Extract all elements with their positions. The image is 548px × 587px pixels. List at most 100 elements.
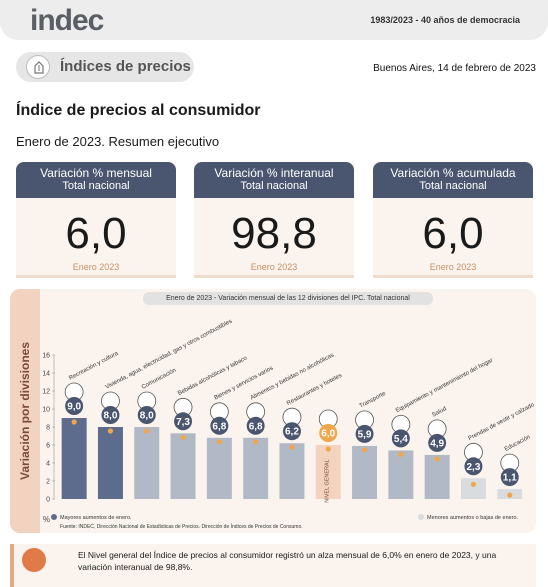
card-period: Enero 2023 [429, 262, 477, 272]
bar-marker [71, 419, 77, 425]
value-label-badge [428, 433, 447, 452]
value-label-badge [319, 424, 338, 442]
value-label-badge [391, 429, 410, 448]
category-label: Comunicación [141, 368, 177, 391]
card-period: Enero 2023 [72, 262, 120, 272]
card-title: Variación % interanual [214, 166, 334, 180]
category-label: Vivienda, agua, electricidad, gas y otro… [105, 319, 234, 391]
value-label: 2,3 [466, 462, 480, 473]
general-level-label: NIVEL GENERAL [324, 459, 330, 503]
category-label: Recreación y cultura [68, 350, 120, 381]
value-label-badge [464, 457, 483, 476]
card-value: 6,0 [65, 209, 127, 258]
value-label: 8,0 [140, 411, 154, 422]
value-label: 1,1 [503, 473, 517, 484]
y-tick-label: 16 [42, 353, 50, 360]
category-label: Bebidas alcohólicas y tabaco [177, 355, 249, 397]
value-label-badge [246, 416, 265, 435]
card-accumulated-variation: Variación % acumulada Total nacional 6,0… [373, 162, 533, 278]
bar [315, 445, 341, 499]
legend-label-low: Menores aumentos o bajas de enero. [427, 515, 519, 521]
bar-marker [216, 439, 222, 445]
y-tick-label: 14 [42, 371, 50, 378]
value-label-badge [210, 416, 229, 435]
card-scope: Total nacional [240, 180, 308, 192]
bar-marker [398, 451, 404, 457]
bar [352, 445, 378, 499]
card-footer [194, 275, 354, 278]
card-scope: Total nacional [62, 180, 130, 192]
value-label: 6,2 [285, 427, 299, 438]
legend-label-high: Mayores aumentos de enero. [60, 515, 132, 521]
bar [424, 454, 450, 499]
section-title: Índices de precios [60, 58, 191, 75]
bar-marker [507, 492, 513, 498]
y-tick-label: 12 [42, 389, 50, 396]
price-index-icon [26, 55, 50, 79]
card-footer [16, 275, 176, 278]
chart-panel: Variación por divisiones Enero de 2023 -… [10, 289, 536, 533]
card-title: Variación % mensual [40, 166, 152, 180]
y-tick-label: 0 [46, 497, 50, 504]
chart-title: Enero de 2023 - Variación mensual de las… [143, 292, 433, 305]
category-label: Transporte [359, 391, 388, 410]
bar [206, 437, 232, 499]
bar-marker [434, 456, 440, 462]
y-tick-label: 6 [46, 443, 50, 450]
bar [388, 450, 414, 499]
category-label: Salud [431, 406, 447, 419]
y-tick-label: 8 [46, 425, 50, 432]
basket-icon [22, 548, 46, 572]
bar-marker [144, 428, 150, 434]
value-label-badge [137, 406, 156, 424]
y-tick-label: 4 [46, 461, 50, 468]
bar [460, 478, 486, 499]
value-label: 6,0 [321, 429, 335, 440]
value-label-badge [101, 406, 120, 424]
value-label: 6,8 [212, 421, 226, 432]
card-footer [373, 275, 533, 278]
summary-note-text: El Nivel general del Índice de precios a… [78, 550, 497, 572]
indec-logo[interactable]: indec [30, 4, 104, 37]
bar-marker [289, 444, 295, 450]
card-monthly-variation: Variación % mensual Total nacional 6,0 E… [16, 162, 176, 278]
value-label: 5,9 [358, 429, 372, 440]
legend-swatch-low [418, 514, 424, 520]
bar-marker [361, 447, 368, 453]
value-label: 4,9 [430, 438, 444, 449]
chart-side-band [10, 289, 40, 533]
value-label-badge [282, 422, 301, 441]
bar [134, 427, 160, 499]
value-label: 7,3 [176, 417, 190, 428]
bar [97, 427, 123, 499]
y-tick-label: 10 [42, 407, 50, 414]
tagline: 1983/2023 - 40 años de democracia [370, 15, 520, 25]
card-value: 6,0 [422, 209, 484, 258]
bar [61, 418, 87, 499]
card-scope: Total nacional [419, 180, 487, 192]
value-label: 5,4 [394, 434, 408, 445]
division-variation-chart: 0 2 4 6 8 10 12 14 16% 9,0 Recreación y cultura 8,0… [42, 319, 536, 530]
summary-note: El Nivel general del Índice de precios a… [10, 544, 536, 587]
chart-source: Fuente: INDEC, Dirección Nacional de Est… [60, 523, 303, 530]
publication-date: Buenos Aires, 14 de febrero de 2023 [373, 63, 536, 74]
bar-marker [253, 439, 259, 445]
bar [170, 433, 196, 499]
section-pill[interactable]: Índices de precios [16, 52, 194, 82]
bar-marker [470, 481, 477, 487]
value-label: 9,0 [67, 402, 81, 413]
bar-marker [180, 434, 186, 440]
card-value: 98,8 [231, 209, 317, 258]
y-axis-label: % [43, 515, 50, 524]
value-label-badge [174, 412, 193, 431]
bar-marker [325, 446, 331, 452]
category-label: Educación [504, 434, 532, 452]
value-label-badge [500, 468, 519, 487]
category-label: Alimentos y bebidas no alcohólicas [250, 352, 335, 401]
value-label-badge [65, 397, 84, 415]
bar [243, 437, 269, 499]
card-period: Enero 2023 [250, 262, 298, 272]
page-subtitle: Enero de 2023. Resumen ejecutivo [16, 134, 220, 149]
bar [279, 443, 305, 499]
y-tick-label: 2 [46, 479, 50, 486]
